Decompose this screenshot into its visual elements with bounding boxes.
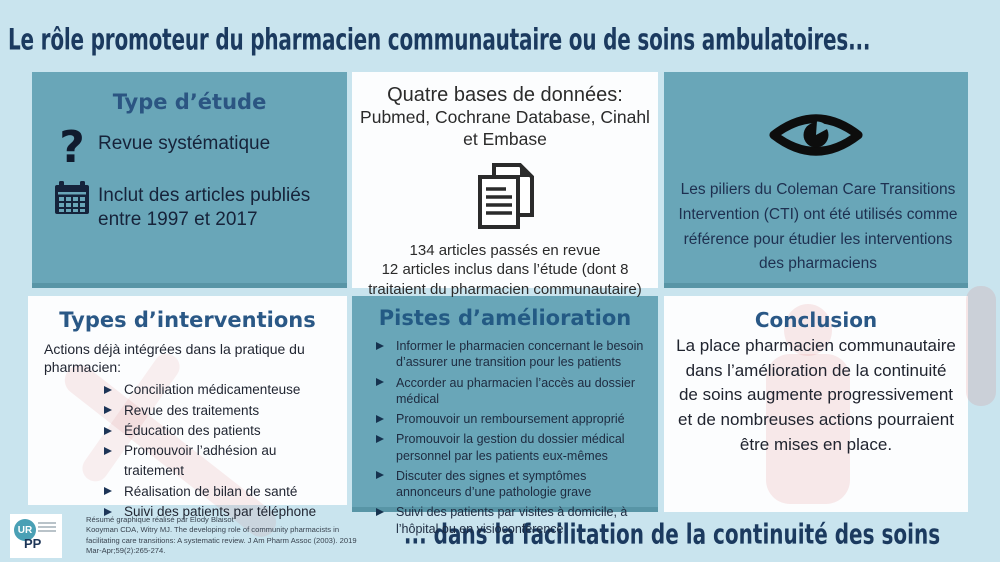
question-mark-icon: ? — [59, 122, 85, 173]
footer-phrase: ... dans la facilitation de la continuit… — [403, 517, 941, 551]
reference-text: Les piliers du Coleman Care Transitions … — [678, 181, 958, 273]
logo-pp-text: PP — [24, 536, 42, 551]
databases-title: Quatre bases de données: — [387, 84, 623, 106]
study-period-text: Inclut des articles publiés entre 1997 e… — [98, 185, 311, 230]
panel-study-type: Type d’étude ? Revue systématique — [32, 72, 347, 288]
conclusion-text: La place pharmacien communautaire dans l… — [676, 336, 956, 454]
watermark-blob — [966, 286, 996, 406]
documents-icon — [356, 161, 654, 233]
study-period-row: Inclut des articles publiés entre 1997 e… — [46, 180, 333, 232]
panel-interventions: Types d’interventions Actions déjà intég… — [28, 296, 347, 543]
logo-text-lines — [38, 522, 56, 534]
list-item: Réalisation de bilan de santé — [100, 482, 337, 502]
list-item: Suivi des patients par téléphone — [100, 502, 337, 522]
panel-databases: Quatre bases de données: Pubmed, Cochran… — [352, 72, 658, 298]
credit-citation-line: Kooyman CDA, Witry MJ. The developing ro… — [86, 525, 357, 555]
list-item: Conciliation médicamenteuse — [100, 380, 337, 400]
list-item: Suivi des patients par visites à domicil… — [372, 504, 648, 537]
study-type-row: ? Revue systématique — [46, 126, 333, 170]
interventions-intro: Actions déjà intégrées dans la pratique … — [44, 341, 305, 376]
credit-author-line: Résumé graphique réalisé par Elody Blais… — [86, 515, 234, 524]
study-type-heading: Type d’étude — [112, 90, 267, 114]
improvements-heading: Pistes d’amélioration — [378, 306, 632, 330]
panel-conclusion: Conclusion La place pharmacien communaut… — [664, 296, 968, 512]
list-item: Promouvoir la gestion du dossier médical… — [372, 431, 648, 464]
conclusion-heading: Conclusion — [754, 308, 878, 332]
list-item: Promouvoir l’adhésion au traitement — [100, 441, 337, 482]
articles-reviewed-stat: 134 articles passés en revue — [409, 241, 601, 259]
list-item: Revue des traitements — [100, 401, 337, 421]
interventions-list: Conciliation médicamenteuse Revue des tr… — [100, 380, 337, 522]
articles-included-stat: 12 articles inclus dans l’étude (dont 8 … — [368, 261, 642, 298]
panel-improvements: Pistes d’amélioration Informer le pharma… — [352, 296, 658, 536]
page-title: Le rôle promoteur du pharmacien communau… — [8, 22, 871, 57]
eye-icon — [672, 108, 960, 162]
credits-text: Résumé graphique réalisé par Elody Blais… — [86, 515, 358, 556]
list-item: Discuter des signes et symptômes annonce… — [372, 468, 648, 501]
logo-ur-badge: UR — [14, 519, 36, 541]
list-item: Promouvoir un remboursement approprié — [372, 411, 648, 427]
improvements-list: Informer le pharmacien concernant le bes… — [372, 338, 648, 537]
list-item: Éducation des patients — [100, 421, 337, 441]
list-item: Accorder au pharmacien l’accès au dossie… — [372, 375, 648, 408]
calendar-icon — [46, 180, 98, 216]
interventions-heading: Types d’interventions — [59, 308, 316, 332]
urpp-logo: UR PP — [10, 514, 62, 558]
panel-reference: Les piliers du Coleman Care Transitions … — [664, 72, 968, 288]
list-item: Informer le pharmacien concernant le bes… — [372, 338, 648, 371]
study-type-text: Revue systématique — [98, 133, 271, 154]
databases-list: Pubmed, Cochrane Database, Cinahl et Emb… — [360, 107, 650, 149]
